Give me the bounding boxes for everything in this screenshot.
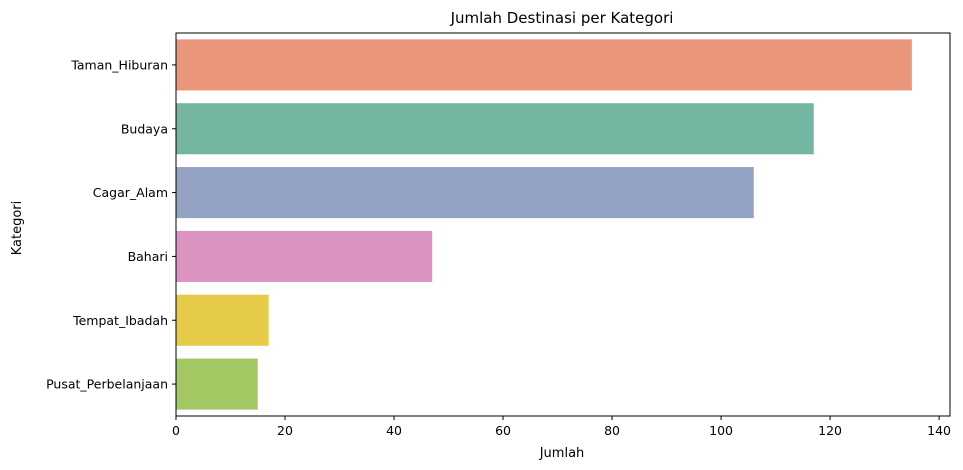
bar-cagar-alam [176, 167, 754, 219]
bar-bahari [176, 230, 433, 282]
y-tick-label: Taman_Hiburan [70, 57, 168, 72]
x-axis-label: Jumlah [539, 446, 585, 461]
y-tick-label: Cagar_Alam [93, 185, 168, 200]
plot-frame [175, 32, 951, 417]
x-ticks-group: 0 20 40 60 80 100 120 140 [172, 416, 951, 438]
x-tick-label: 140 [927, 423, 951, 438]
x-tick-label: 120 [818, 423, 842, 438]
x-tick-label: 60 [495, 423, 511, 438]
bar-pusat-perbelanjaan [176, 358, 258, 410]
x-tick-label: 20 [277, 423, 293, 438]
x-tick-label: 100 [709, 423, 733, 438]
x-tick-label: 40 [386, 423, 402, 438]
bars-group [176, 39, 912, 410]
y-axis-label: Kategori [10, 201, 25, 256]
y-tick-label: Bahari [128, 249, 168, 264]
x-tick-label: 80 [604, 423, 620, 438]
y-tick-label: Pusat_Perbelanjaan [46, 377, 168, 392]
chart-title: Jumlah Destinasi per Kategori [450, 9, 674, 27]
bar-tempat-ibadah [176, 294, 269, 346]
bar-budaya [176, 103, 814, 155]
y-tick-label: Budaya [121, 121, 168, 136]
bar-taman-hiburan [176, 39, 912, 91]
y-ticks-group: Taman_Hiburan Budaya Cagar_Alam Bahari Tempa… [46, 57, 176, 392]
y-tick-label: Tempat_Ibadah [72, 313, 168, 328]
x-tick-label: 0 [172, 423, 180, 438]
